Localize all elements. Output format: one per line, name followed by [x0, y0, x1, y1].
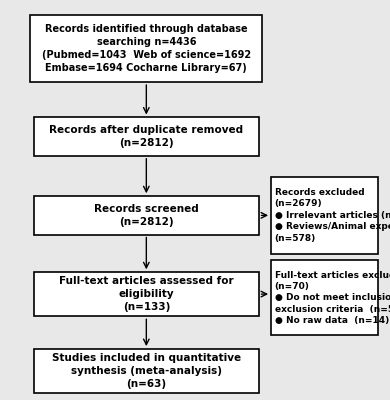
Text: Full-text articles excluded
(n=70)
● Do not meet inclusion and
exclusion criteri: Full-text articles excluded (n=70) ● Do … [275, 270, 390, 325]
Text: Full-text articles assessed for
eligibility
(n=133): Full-text articles assessed for eligibil… [59, 276, 234, 312]
Text: Records identified through database
searching n=4436
(Pubmed=1043  Web of scienc: Records identified through database sear… [42, 24, 251, 72]
FancyBboxPatch shape [34, 349, 259, 393]
Text: Records screened
(n=2812): Records screened (n=2812) [94, 204, 199, 227]
FancyBboxPatch shape [34, 272, 259, 316]
FancyBboxPatch shape [34, 196, 259, 234]
Text: Studies included in quantitative
synthesis (meta-analysis)
(n=63): Studies included in quantitative synthes… [52, 353, 241, 389]
Text: Records after duplicate removed
(n=2812): Records after duplicate removed (n=2812) [49, 125, 243, 148]
Text: Records excluded
(n=2679)
● Irrelevant articles (n=2101)
● Reviews/Animal experi: Records excluded (n=2679) ● Irrelevant a… [275, 188, 390, 243]
FancyBboxPatch shape [30, 15, 262, 82]
FancyBboxPatch shape [271, 177, 378, 254]
FancyBboxPatch shape [271, 260, 378, 335]
FancyBboxPatch shape [34, 118, 259, 156]
